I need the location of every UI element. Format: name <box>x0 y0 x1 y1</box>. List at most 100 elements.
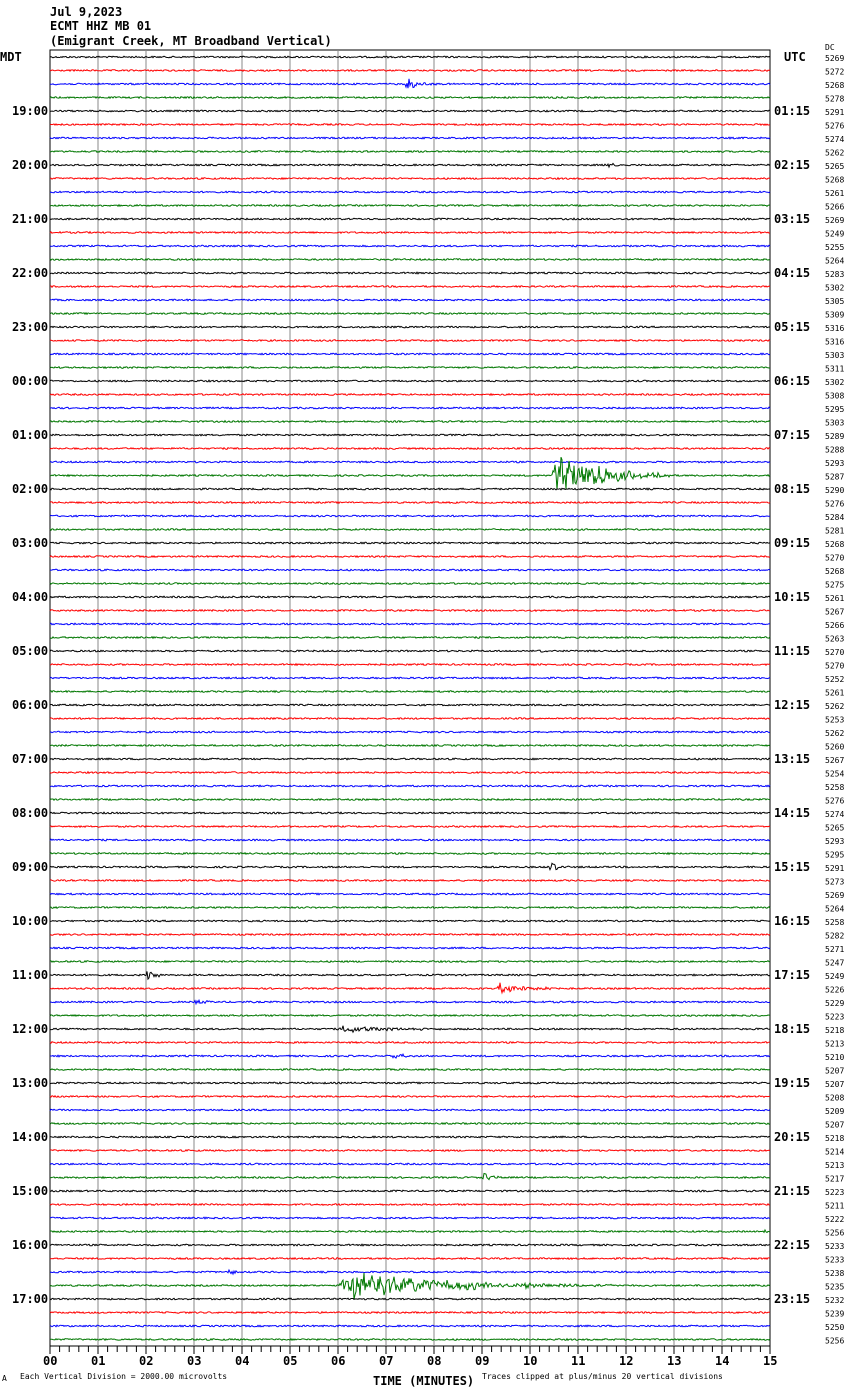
dc-offset-label: 5271 <box>825 945 844 954</box>
x-axis-label: TIME (MINUTES) <box>373 1374 474 1388</box>
trace-line <box>49 244 771 248</box>
trace-line <box>49 122 771 127</box>
trace-line <box>49 946 771 950</box>
left-hour-label: 15:00 <box>12 1184 48 1198</box>
dc-offset-label: 5211 <box>825 1202 844 1211</box>
dc-offset-label: 5261 <box>825 189 844 198</box>
dc-offset-label: 5265 <box>825 824 844 833</box>
dc-offset-label: 5284 <box>825 513 844 522</box>
left-hour-label: 00:00 <box>12 374 48 388</box>
trace-line <box>49 203 771 208</box>
trace-line <box>49 892 771 896</box>
trace-line <box>49 568 771 572</box>
traces <box>49 55 771 1342</box>
right-hour-label: 02:15 <box>774 158 810 172</box>
dc-offset-label: 5238 <box>825 1269 844 1278</box>
right-hour-label: 08:15 <box>774 482 810 496</box>
trace-line <box>49 905 771 910</box>
trace-line <box>49 311 771 316</box>
trace-line <box>49 1162 771 1166</box>
dc-offset-label: 5222 <box>825 1215 844 1224</box>
left-hour-label: 14:00 <box>12 1130 48 1144</box>
trace-line <box>49 1189 771 1193</box>
x-tick-label: 14 <box>715 1354 729 1368</box>
trace-line <box>49 1297 771 1301</box>
trace-line <box>49 1268 771 1276</box>
trace-line <box>49 257 771 262</box>
left-hour-label: 03:00 <box>12 536 48 550</box>
dc-offset-label: 5268 <box>825 81 844 90</box>
trace-line <box>49 446 771 451</box>
dc-offset-label: 5267 <box>825 608 844 617</box>
dc-offset-label: 5262 <box>825 702 844 711</box>
trace-line <box>50 1337 771 1342</box>
left-hour-label: 08:00 <box>12 806 48 820</box>
right-hour-label: 15:15 <box>774 860 810 874</box>
trace-line <box>49 230 771 235</box>
trace-line <box>49 635 771 640</box>
trace-line <box>49 500 771 505</box>
dc-offset-label: 5283 <box>825 270 844 279</box>
dc-offset-label: 5249 <box>825 972 844 981</box>
left-hour-label: 04:00 <box>12 590 48 604</box>
left-hour-label: 17:00 <box>12 1292 48 1306</box>
trace-line <box>49 1135 771 1139</box>
trace-line <box>49 457 771 490</box>
trace-line <box>49 622 771 626</box>
right-timezone-label: UTC <box>784 50 806 64</box>
plot-frame <box>49 49 771 1347</box>
dc-offset-label: 5269 <box>825 54 844 63</box>
left-hour-label: 22:00 <box>12 266 48 280</box>
trace-line <box>49 1013 771 1018</box>
dc-offset-label: 5281 <box>825 527 844 536</box>
left-timezone-label: MDT <box>0 50 22 64</box>
dc-offset-label: 5207 <box>825 1121 844 1130</box>
right-hour-label: 10:15 <box>774 590 810 604</box>
dc-offset-label: 5291 <box>825 864 844 873</box>
corner-mark: A <box>2 1374 7 1383</box>
trace-line <box>49 392 771 397</box>
trace-line <box>49 379 771 383</box>
trace-line <box>49 824 771 829</box>
dc-offset-label: 5274 <box>825 810 844 819</box>
trace-line <box>49 998 771 1006</box>
trace-line <box>49 271 771 275</box>
left-hour-label: 21:00 <box>12 212 48 226</box>
x-tick-label: 12 <box>619 1354 633 1368</box>
trace-line <box>49 433 771 437</box>
dc-offset-label: 5308 <box>825 392 844 401</box>
grid <box>49 49 771 1354</box>
dc-offset-label: 5261 <box>825 594 844 603</box>
trace-line <box>49 95 771 100</box>
trace-line <box>50 406 771 410</box>
right-hour-label: 22:15 <box>774 1238 810 1252</box>
dc-offset-label: 5213 <box>825 1040 844 1049</box>
dc-offset-label: 5268 <box>825 176 844 185</box>
left-hour-label: 05:00 <box>12 644 48 658</box>
left-hour-label: 13:00 <box>12 1076 48 1090</box>
right-hour-label: 14:15 <box>774 806 810 820</box>
x-tick-label: 01 <box>91 1354 105 1368</box>
dc-offset-label: 5291 <box>825 108 844 117</box>
left-hour-label: 23:00 <box>12 320 48 334</box>
right-hour-label: 18:15 <box>774 1022 810 1036</box>
trace-line <box>50 284 771 289</box>
dc-offset-label: 5265 <box>825 162 844 171</box>
trace-line <box>49 716 771 721</box>
trace-line <box>49 581 771 586</box>
dc-offset-label: 5302 <box>825 284 844 293</box>
dc-offset-label: 5264 <box>825 905 844 914</box>
dc-offset-label: 5269 <box>825 891 844 900</box>
dc-offset-label: 5276 <box>825 797 844 806</box>
dc-offset-label: 5232 <box>825 1296 844 1305</box>
trace-line <box>49 1310 771 1315</box>
trace-line <box>49 109 771 113</box>
right-hour-label: 06:15 <box>774 374 810 388</box>
dc-offset-label: 5247 <box>825 959 844 968</box>
trace-line <box>49 325 771 329</box>
trace-line <box>49 217 771 221</box>
trace-line <box>49 608 771 613</box>
trace-line <box>49 338 771 343</box>
dc-offset-label: 5254 <box>825 770 844 779</box>
dc-offset-label: 5249 <box>825 230 844 239</box>
